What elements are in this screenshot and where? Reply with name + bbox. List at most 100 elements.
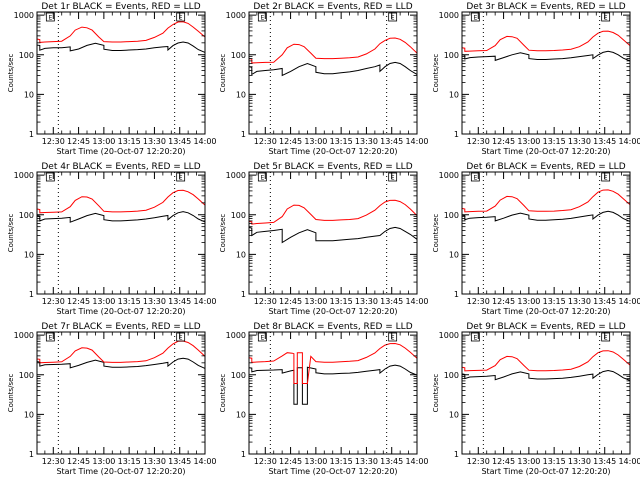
lld-series-line: [248, 199, 418, 225]
lld-series-line: [461, 189, 631, 213]
flag-marker: E: [470, 332, 480, 342]
x-tick-label: 13:00: [92, 137, 115, 146]
x-axis-label: Start Time (20-Oct-07 12:20:20): [268, 307, 397, 316]
y-tick-label: 100: [19, 51, 34, 60]
flag-label: E: [48, 15, 52, 22]
panel-title: Det 3r BLACK = Events, RED = LLD: [466, 2, 625, 12]
flag-label: E: [179, 15, 183, 22]
x-tick-label: 13:30: [355, 137, 378, 146]
flag-label: E: [391, 15, 395, 22]
y-tick-label: 100: [19, 371, 34, 380]
x-tick-label: 13:15: [118, 297, 141, 306]
y-tick-label: 1: [241, 130, 246, 139]
y-axis-label: Counts/sec: [7, 54, 15, 93]
y-tick-label: 100: [444, 51, 459, 60]
y-tick-label: 100: [231, 211, 246, 220]
x-tick-label: 12:45: [492, 457, 515, 466]
panel-title: Det 5r BLACK = Events, RED = LLD: [253, 162, 412, 172]
panel-det-7: Det 7r BLACK = Events, RED = LLD E E 1 10 100…: [7, 322, 217, 476]
y-tick-label: 1: [241, 290, 246, 299]
flag-marker: E: [45, 12, 55, 22]
y-tick-label: 10: [236, 250, 246, 259]
panel-det-5: Det 5r BLACK = Events, RED = LLD E E 1 10 100…: [219, 162, 429, 316]
x-axis-label: Start Time (20-Oct-07 12:20:20): [56, 307, 185, 316]
lld-series-line: [36, 189, 206, 214]
y-tick-label: 1000: [14, 11, 34, 20]
flag-marker: E: [388, 12, 398, 22]
y-tick-label: 10: [449, 90, 459, 99]
y-tick-label: 1000: [439, 331, 459, 340]
x-tick-label: 14:00: [193, 137, 216, 146]
y-tick-label: 10: [449, 250, 459, 259]
y-tick-label: 100: [231, 371, 246, 380]
panel-title: Det 7r BLACK = Events, RED = LLD: [41, 322, 200, 332]
x-tick-label: 14:00: [193, 297, 216, 306]
x-tick-label: 14:00: [618, 457, 640, 466]
panel-title: Det 9r BLACK = Events, RED = LLD: [466, 322, 625, 332]
x-tick-label: 13:45: [380, 297, 403, 306]
flag-label: E: [391, 335, 395, 342]
x-axis-label: Start Time (20-Oct-07 12:20:20): [56, 467, 185, 476]
x-tick-label: 12:45: [67, 297, 90, 306]
plot-frame: [461, 331, 631, 455]
plot-frame: [36, 331, 206, 455]
y-tick-label: 1: [454, 290, 459, 299]
lld-series-line: [248, 37, 418, 64]
flag-label: E: [48, 335, 52, 342]
x-axis-label: Start Time (20-Oct-07 12:20:20): [481, 147, 610, 156]
flag-box: [257, 12, 267, 22]
y-tick-label: 1000: [226, 171, 246, 180]
x-tick-label: 13:15: [118, 137, 141, 146]
y-tick-label: 1000: [226, 331, 246, 340]
x-tick-label: 13:00: [517, 457, 540, 466]
panel-det-3: Det 3r BLACK = Events, RED = LLD E E 1 10 100…: [432, 2, 640, 156]
events-series-line: [36, 211, 206, 223]
x-tick-label: 12:30: [42, 297, 65, 306]
flag-label: E: [473, 335, 477, 342]
flag-box: [388, 172, 398, 182]
flag-box: [45, 12, 55, 22]
panel-det-9: Det 9r BLACK = Events, RED = LLD E E 1 10 100…: [432, 322, 640, 476]
x-tick-label: 14:00: [618, 137, 640, 146]
flag-box: [470, 332, 480, 342]
x-tick-label: 13:00: [92, 297, 115, 306]
x-tick-label: 12:30: [254, 137, 277, 146]
y-tick-label: 100: [231, 51, 246, 60]
lld-series-line: [36, 340, 206, 364]
x-tick-label: 13:45: [593, 137, 616, 146]
flag-box: [470, 12, 480, 22]
plot-frame: [461, 11, 631, 135]
flag-box: [176, 332, 186, 342]
flag-label: E: [260, 175, 264, 182]
events-series-line: [36, 357, 206, 369]
plot-frame: [248, 171, 418, 295]
flag-marker: E: [257, 12, 267, 22]
x-tick-label: 14:00: [193, 457, 216, 466]
flag-box: [601, 12, 611, 22]
lld-series-line: [248, 342, 418, 384]
x-tick-label: 13:30: [568, 137, 591, 146]
lld-series-line: [36, 21, 206, 43]
x-tick-label: 13:00: [92, 457, 115, 466]
x-tick-label: 13:45: [380, 137, 403, 146]
x-tick-label: 12:30: [467, 137, 490, 146]
x-axis-label: Start Time (20-Oct-07 12:20:20): [56, 147, 185, 156]
flag-box: [45, 172, 55, 182]
flag-marker: E: [257, 172, 267, 182]
y-tick-label: 10: [236, 410, 246, 419]
flag-box: [470, 172, 480, 182]
panel-title: Det 6r BLACK = Events, RED = LLD: [466, 162, 625, 172]
flag-marker: E: [601, 332, 611, 342]
flag-label: E: [473, 15, 477, 22]
y-tick-label: 1000: [14, 331, 34, 340]
x-axis-label: Start Time (20-Oct-07 12:20:20): [481, 307, 610, 316]
x-tick-label: 14:00: [618, 297, 640, 306]
x-tick-label: 12:45: [67, 137, 90, 146]
x-tick-label: 13:45: [593, 297, 616, 306]
y-axis-label: Counts/sec: [219, 54, 227, 93]
flag-box: [388, 332, 398, 342]
flag-box: [601, 172, 611, 182]
x-tick-label: 13:15: [118, 457, 141, 466]
y-axis-label: Counts/sec: [432, 54, 440, 93]
